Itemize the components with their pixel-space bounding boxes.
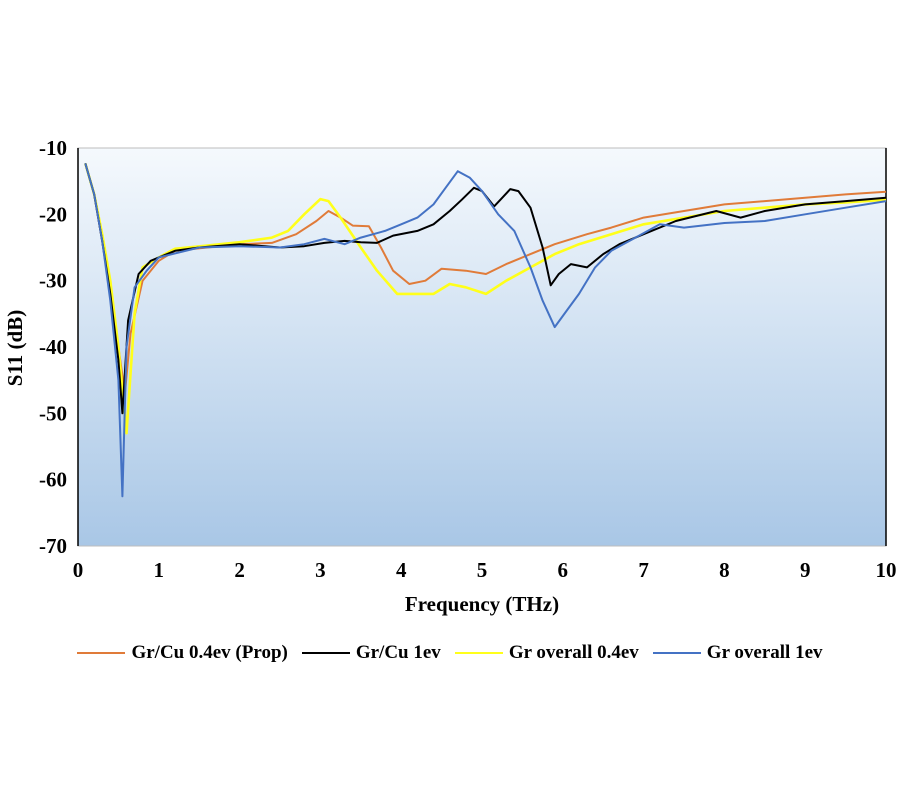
- x-tick-label: 3: [315, 558, 326, 582]
- legend-swatch: [454, 652, 503, 654]
- legend-swatch: [652, 652, 701, 654]
- series-line-3: [84, 163, 887, 498]
- x-tick-label: 8: [719, 558, 730, 582]
- legend-item: Gr/Cu 1ev: [301, 642, 441, 664]
- y-tick-label: -20: [39, 202, 67, 226]
- legend-item: Gr overall 1ev: [652, 642, 823, 664]
- x-tick-label: 4: [396, 558, 407, 582]
- legend-swatch: [301, 652, 350, 654]
- x-tick-label: 5: [477, 558, 488, 582]
- legend-item: Gr overall 0.4ev: [454, 642, 639, 664]
- x-tick-label: 6: [558, 558, 569, 582]
- series-line-0: [84, 163, 887, 395]
- x-tick-label: 7: [638, 558, 649, 582]
- legend-label: Gr/Cu 0.4ev (Prop): [131, 642, 288, 663]
- x-tick-label: 10: [876, 558, 897, 582]
- legend-swatch: [77, 652, 126, 654]
- y-tick-label: -70: [39, 534, 67, 558]
- y-tick-label: -40: [39, 335, 67, 359]
- y-tick-label: -60: [39, 468, 67, 492]
- x-tick-label: 9: [800, 558, 811, 582]
- legend: Gr/Cu 0.4ev (Prop) Gr/Cu 1ev Gr overall 0.…: [0, 642, 900, 664]
- legend-item: Gr/Cu 0.4ev (Prop): [77, 642, 288, 664]
- x-tick-label: 1: [154, 558, 165, 582]
- y-tick-label: -50: [39, 401, 67, 425]
- legend-label: Gr/Cu 1ev: [355, 642, 441, 663]
- x-tick-label: 0: [73, 558, 84, 582]
- series-line-2: [84, 162, 887, 435]
- y-tick-label: -10: [39, 136, 67, 160]
- x-axis-title: Frequency (THz): [405, 592, 559, 616]
- x-tick-label: 2: [234, 558, 245, 582]
- legend-label: Gr overall 0.4ev: [508, 642, 639, 663]
- y-axis-title: S11 (dB): [3, 310, 27, 386]
- y-tick-label: -30: [39, 269, 67, 293]
- s11-line-chart: -10 -20 -30 -40 -50 -60 -70 0 1 2 3 4 5 6 7 8 9 10 Frequ…: [3, 136, 897, 616]
- legend-label: Gr overall 1ev: [706, 642, 823, 663]
